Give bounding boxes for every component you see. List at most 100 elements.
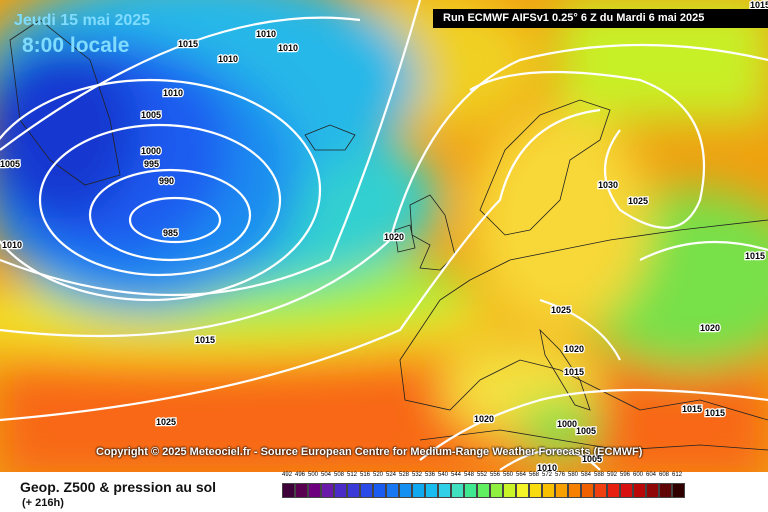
legend-color-block <box>594 483 607 498</box>
isobar-label: 1010 <box>163 88 183 98</box>
british-isles-coast <box>409 194 456 271</box>
legend-color-block <box>321 483 334 498</box>
isobar-label: 1025 <box>156 417 176 427</box>
isobar-label: 1000 <box>141 146 161 156</box>
legend-value: 552 <box>477 472 488 478</box>
legend-color-block <box>516 483 529 498</box>
legend-swatch: 580 <box>568 472 581 510</box>
legend-value: 580 <box>568 472 579 478</box>
north-africa-coast <box>419 429 768 451</box>
isobar-label: 995 <box>144 159 159 169</box>
legend-value: 500 <box>308 472 319 478</box>
legend-value: 612 <box>672 472 683 478</box>
legend-swatch: 568 <box>529 472 542 510</box>
legend-color-block <box>386 483 399 498</box>
isobar-label: 1020 <box>474 414 494 424</box>
geopotential-pressure-map: 1015 1010 1010 1010 1010 1005 1000 995 9… <box>0 0 768 472</box>
legend-color-block <box>347 483 360 498</box>
legend-swatch: 532 <box>412 472 425 510</box>
legend-color-block <box>412 483 425 498</box>
legend-swatch: 500 <box>308 472 321 510</box>
legend-color-block <box>529 483 542 498</box>
forecast-local-time: 8:00 locale <box>22 34 130 57</box>
legend-swatch: 588 <box>594 472 607 510</box>
legend-color-block <box>581 483 594 498</box>
legend-color-block <box>399 483 412 498</box>
isobar-labels: 1015 1010 1010 1010 1010 1005 1000 995 9… <box>0 0 768 472</box>
isobar-label: 1015 <box>195 335 215 345</box>
legend-swatch: 548 <box>464 472 477 510</box>
legend-value: 560 <box>503 472 514 478</box>
legend-value: 508 <box>334 472 345 478</box>
legend-value: 512 <box>347 472 358 478</box>
legend-color-block <box>672 483 685 498</box>
isobar-label: 1025 <box>628 196 648 206</box>
legend-value: 496 <box>295 472 306 478</box>
isobar-label: 1005 <box>576 426 596 436</box>
iceland-coast <box>304 124 356 151</box>
legend-value: 608 <box>659 472 670 478</box>
legend-swatch: 540 <box>438 472 451 510</box>
legend-swatch: 612 <box>672 472 685 510</box>
legend-swatch: 604 <box>646 472 659 510</box>
legend-swatch: 552 <box>477 472 490 510</box>
isobar-label: 1015 <box>705 408 725 418</box>
legend-color-block <box>334 483 347 498</box>
legend-value: 536 <box>425 472 436 478</box>
forecast-date: Jeudi 15 mai 2025 <box>14 12 151 29</box>
legend-swatch: 492 <box>282 472 295 510</box>
isobar-label: 1020 <box>700 323 720 333</box>
ireland-coast <box>394 224 416 253</box>
legend-value: 532 <box>412 472 423 478</box>
isobar-label: 1020 <box>384 232 404 242</box>
legend-value: 572 <box>542 472 553 478</box>
isobar-label: 1015 <box>564 367 584 377</box>
legend-value: 564 <box>516 472 527 478</box>
legend-value: 576 <box>555 472 566 478</box>
legend-swatch: 576 <box>555 472 568 510</box>
legend-swatch: 508 <box>334 472 347 510</box>
legend-color-block <box>451 483 464 498</box>
greenland-coast <box>9 19 121 186</box>
italy-coast <box>539 328 591 411</box>
legend-value: 596 <box>620 472 631 478</box>
legend-value: 520 <box>373 472 384 478</box>
legend-color-block <box>607 483 620 498</box>
legend-swatch: 524 <box>386 472 399 510</box>
legend-color-block <box>646 483 659 498</box>
isobar-label: 1015 <box>178 39 198 49</box>
scandinavia-coast <box>479 99 611 236</box>
z500-color-field <box>0 0 768 472</box>
isobar-label: 1015 <box>750 0 768 10</box>
legend-color-block <box>464 483 477 498</box>
legend-color-block <box>477 483 490 498</box>
legend-value: 600 <box>633 472 644 478</box>
coastlines <box>9 19 768 451</box>
legend-swatch: 528 <box>399 472 412 510</box>
isobar-label: 1010 <box>218 54 238 64</box>
legend-swatch: 496 <box>295 472 308 510</box>
isobar-label: 1010 <box>256 29 276 39</box>
isobar-label: 1030 <box>598 180 618 190</box>
legend-color-block <box>503 483 516 498</box>
isobar-label: 1010 <box>278 43 298 53</box>
legend-swatch: 592 <box>607 472 620 510</box>
z500-color-scale: 492 496 500 504 508 512 516 520 524 528 532 536 540 5… <box>282 472 685 510</box>
isobar-label: 1005 <box>0 159 20 169</box>
legend-value: 584 <box>581 472 592 478</box>
legend-value: 504 <box>321 472 332 478</box>
legend-color-block <box>438 483 451 498</box>
legend-value: 604 <box>646 472 657 478</box>
isobar-label: 990 <box>159 176 174 186</box>
run-info-banner: Run ECMWF AIFSv1 0.25° 6 Z du Mardi 6 ma… <box>433 9 768 28</box>
legend-swatch: 504 <box>321 472 334 510</box>
legend-value: 548 <box>464 472 475 478</box>
legend-swatch: 544 <box>451 472 464 510</box>
legend-swatch: 560 <box>503 472 516 510</box>
legend-swatch: 596 <box>620 472 633 510</box>
legend-value: 588 <box>594 472 605 478</box>
isobar-label: 1015 <box>682 404 702 414</box>
isobar-label: 1020 <box>564 344 584 354</box>
legend-swatch: 564 <box>516 472 529 510</box>
